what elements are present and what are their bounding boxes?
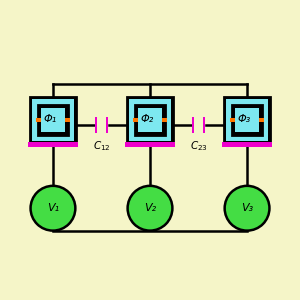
Bar: [135, 105, 165, 135]
Bar: [30, 97, 76, 143]
Bar: [41, 108, 65, 132]
Circle shape: [128, 186, 172, 231]
Circle shape: [31, 186, 75, 231]
Bar: [65, 118, 70, 122]
Bar: [124, 142, 176, 147]
Bar: [222, 142, 272, 147]
Bar: [129, 99, 171, 141]
Bar: [106, 118, 108, 133]
Text: Φ₃: Φ₃: [237, 114, 250, 124]
Circle shape: [225, 186, 269, 231]
Text: Φ₂: Φ₂: [140, 114, 153, 124]
Bar: [192, 118, 194, 133]
Bar: [28, 142, 78, 147]
Bar: [259, 118, 264, 122]
Bar: [203, 118, 205, 133]
Text: V₃: V₃: [241, 203, 253, 213]
Bar: [32, 99, 74, 141]
Bar: [127, 97, 173, 143]
Bar: [138, 108, 162, 132]
Text: $C_{12}$: $C_{12}$: [93, 139, 110, 153]
Bar: [38, 105, 68, 135]
Bar: [162, 118, 167, 122]
Bar: [232, 105, 262, 135]
Bar: [230, 118, 235, 122]
Text: Φ₁: Φ₁: [43, 114, 56, 124]
Bar: [235, 108, 259, 132]
Bar: [95, 118, 97, 133]
Bar: [226, 99, 268, 141]
Bar: [133, 118, 138, 122]
Bar: [36, 118, 41, 122]
Text: V₁: V₁: [47, 203, 59, 213]
Text: $C_{23}$: $C_{23}$: [190, 139, 208, 153]
Text: V₂: V₂: [144, 203, 156, 213]
Bar: [224, 97, 270, 143]
